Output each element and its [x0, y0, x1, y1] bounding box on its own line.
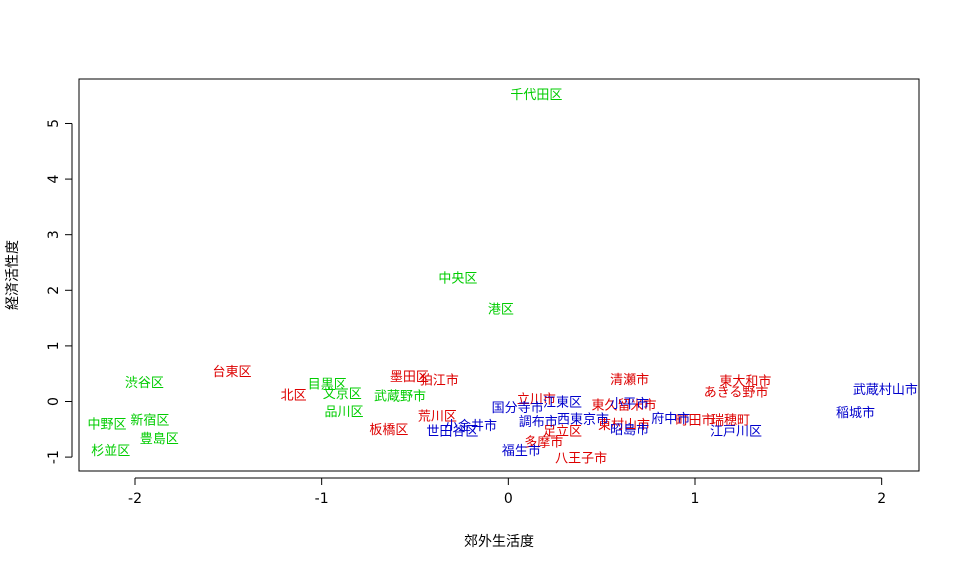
point-label: 中野区: [87, 417, 126, 432]
y-tick-label: -1: [46, 450, 62, 464]
point-label: 墨田区: [390, 370, 429, 385]
point-label: 新宿区: [130, 412, 169, 428]
point-label: 立川市: [517, 391, 556, 407]
point-label: 武蔵村山市: [853, 382, 918, 398]
plot-frame: [78, 78, 920, 472]
point-label: 千代田区: [510, 88, 562, 103]
point-label: 江戸川区: [710, 425, 762, 440]
point-label: 東大和市: [719, 374, 771, 390]
x-tick-label: -2: [128, 491, 142, 507]
point-label: 八王子市: [555, 450, 607, 466]
point-label: 町田市: [675, 412, 714, 428]
y-tick-label: 1: [46, 341, 62, 350]
y-tick-label: 2: [46, 286, 62, 295]
point-label: 武蔵野市: [374, 389, 426, 405]
point-label: 渋谷区: [125, 376, 164, 391]
point-label: 調布市: [519, 414, 558, 430]
x-axis-title: 郊外生活度: [464, 533, 534, 550]
point-label: 江東区: [543, 395, 582, 411]
point-label: 台東区: [213, 364, 252, 380]
point-label: 文京区: [323, 387, 362, 402]
point-label: 小平市: [610, 396, 649, 412]
point-label: 港区: [488, 302, 514, 317]
point-label: 稲城市: [836, 405, 875, 421]
point-label: 杉並区: [91, 444, 130, 459]
y-tick-label: 5: [46, 119, 62, 128]
point-label: 東久留米市: [592, 397, 657, 413]
point-label: 多摩市: [524, 435, 563, 451]
x-tick-label: 0: [504, 491, 513, 507]
point-label: 足立区: [543, 425, 582, 440]
point-label: 西東京市: [557, 411, 609, 427]
point-label: 世田谷区: [426, 425, 478, 440]
y-tick-label: 4: [46, 175, 62, 184]
point-label: 豊島区: [140, 432, 179, 447]
point-label: 瑞穂町: [711, 413, 750, 428]
x-tick-label: 2: [877, 491, 886, 507]
y-axis: -1 0 1 2 3 4 5: [46, 119, 73, 464]
y-axis-title: 経済活性度: [5, 240, 21, 310]
point-label: 清瀬市: [610, 372, 649, 388]
point-label: 荒川区: [418, 410, 457, 425]
point-label: 東村山市: [598, 417, 650, 433]
point-label: 府中市: [651, 411, 690, 427]
y-tick-label: 3: [46, 230, 62, 239]
point-label: 昭島市: [610, 422, 649, 438]
point-label: 品川区: [325, 405, 364, 420]
x-tick-label: -1: [315, 491, 329, 507]
x-tick-label: 1: [691, 491, 700, 507]
y-tick-label: 0: [46, 397, 62, 406]
x-axis: -2 -1 0 1 2: [128, 477, 886, 507]
point-label: 狛江市: [420, 372, 459, 388]
point-label: 国分寺市: [492, 400, 544, 416]
point-label: 福生市: [502, 443, 541, 459]
point-label: 中央区: [438, 272, 477, 287]
point-label: あきる野市: [704, 385, 769, 401]
point-label: 小金井市: [445, 418, 497, 434]
point-label: 北区: [281, 388, 307, 403]
point-label: 目黒区: [308, 377, 347, 392]
point-label: 板橋区: [369, 423, 408, 438]
